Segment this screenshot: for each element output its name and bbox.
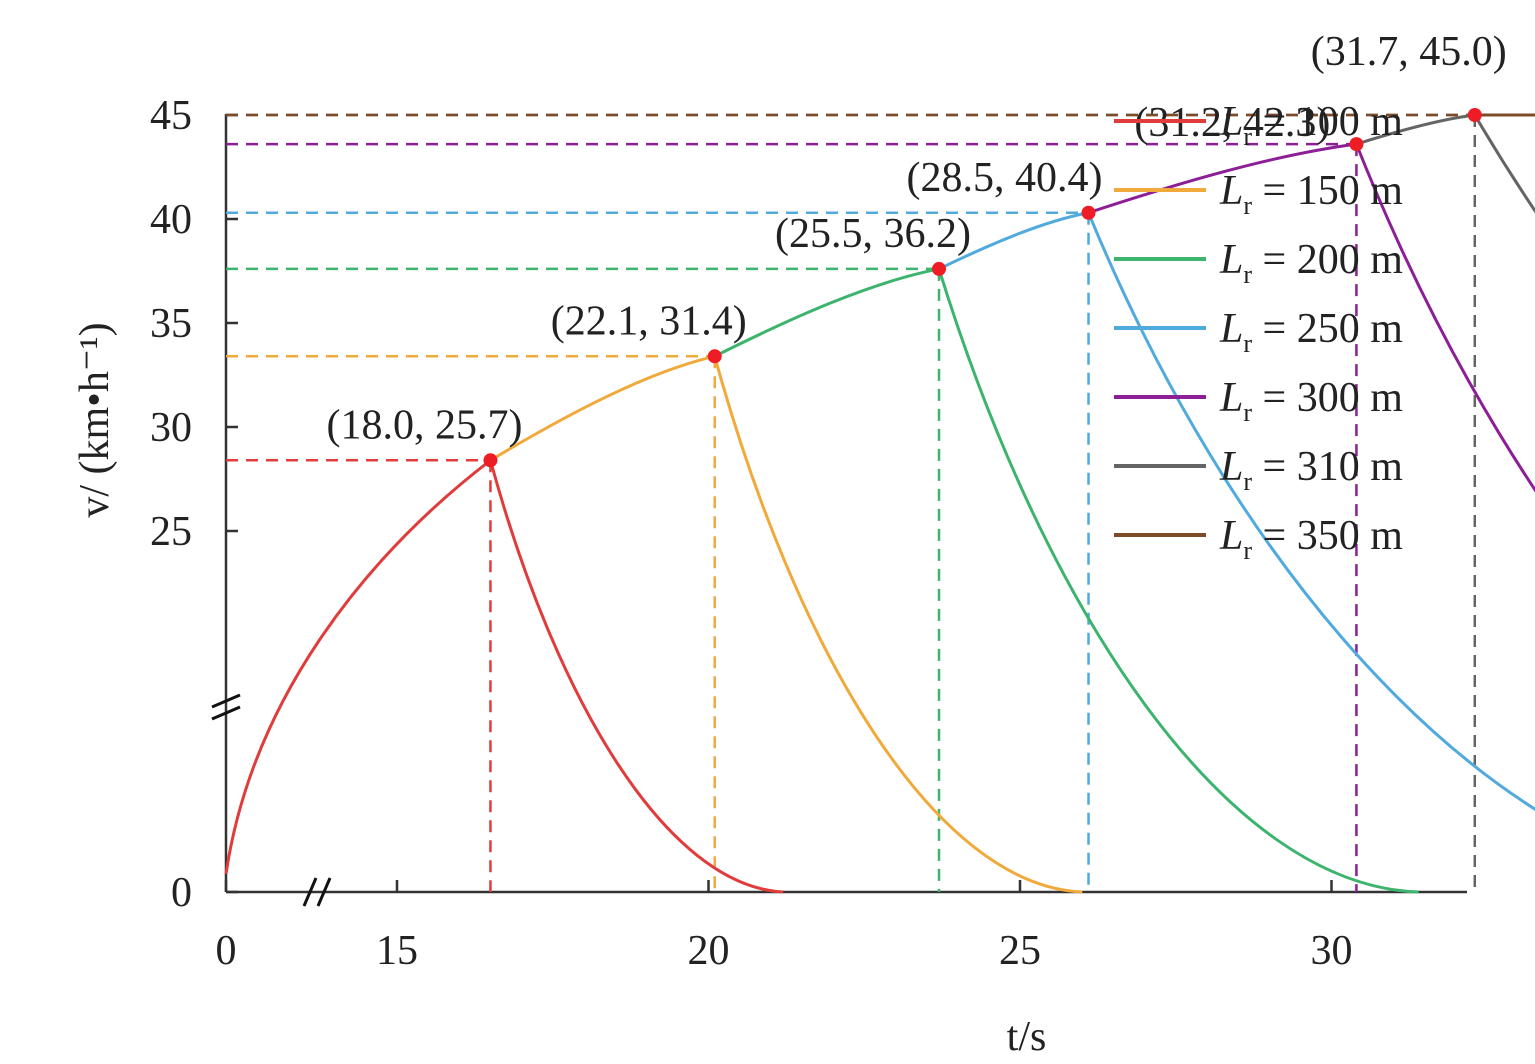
x-tick-label: 25	[999, 928, 1041, 974]
y-tick-label: 35	[150, 301, 192, 347]
y-axis-break	[211, 705, 241, 721]
accel-segment	[714, 267, 940, 358]
annotations: (18.0, 25.7) (22.1, 31.4) (25.5, 36.2) (28.…	[326, 29, 1507, 448]
legend-label: Lr = 150 m	[1219, 168, 1403, 220]
peak-markers	[483, 108, 1482, 468]
legend-value: = 310 m	[1252, 444, 1403, 490]
peak-marker	[1467, 108, 1482, 122]
y-tick-label: 25	[150, 509, 192, 555]
y-tick-label: 45	[150, 93, 192, 139]
legend-symbol: L	[1219, 237, 1243, 283]
peak-marker	[483, 453, 498, 468]
legend-value: = 350 m	[1252, 513, 1403, 559]
y-tick-label: 30	[150, 405, 192, 451]
peak-annotation: (31.2, 42.3)	[1134, 100, 1330, 146]
decel-curve	[713, 355, 1083, 894]
peak-annotation: (28.5, 40.4)	[907, 155, 1103, 201]
guide-lines	[226, 113, 1535, 892]
legend-value: = 250 m	[1252, 306, 1403, 352]
curves	[224, 113, 1535, 894]
x-axis-title: t/s	[1007, 1014, 1047, 1060]
x-axis-break	[302, 877, 318, 907]
legend-value: = 200 m	[1252, 237, 1403, 283]
legend: Lr = 100 mLr = 150 mLr = 200 mLr = 250 m…	[1114, 99, 1403, 565]
decel-curve	[489, 459, 784, 894]
peak-marker	[1349, 137, 1364, 152]
legend-label: Lr = 200 m	[1219, 237, 1403, 289]
legend-symbol: L	[1219, 513, 1243, 559]
accel-segment	[938, 211, 1089, 271]
legend-subscript: r	[1243, 122, 1252, 151]
legend-label: Lr = 300 m	[1219, 375, 1403, 427]
legend-label: Lr = 350 m	[1219, 513, 1403, 565]
legend-value: = 100 m	[1252, 99, 1403, 145]
legend-value: = 150 m	[1252, 168, 1403, 214]
legend-subscript: r	[1243, 467, 1252, 496]
legend-subscript: r	[1243, 536, 1252, 565]
decel-curve	[937, 268, 1419, 894]
accel-segment	[489, 354, 716, 462]
y-axis-break	[211, 693, 241, 709]
legend-symbol: L	[1219, 375, 1243, 421]
peak-annotation: (18.0, 25.7)	[326, 402, 522, 448]
legend-subscript: r	[1243, 398, 1252, 427]
accel-segment	[224, 459, 492, 875]
decel-curve	[1087, 212, 1535, 811]
legend-subscript: r	[1243, 260, 1252, 289]
peak-annotation: (31.7, 45.0)	[1311, 29, 1507, 75]
peak-annotation: (22.1, 31.4)	[551, 298, 747, 344]
legend-symbol: L	[1219, 168, 1243, 214]
y-axis-title: v/ (km•h⁻¹)	[72, 322, 118, 517]
legend-label: Lr = 100 m	[1219, 99, 1403, 151]
x-tick-label: 20	[688, 928, 730, 974]
decel-curve	[1473, 114, 1535, 214]
legend-label: Lr = 250 m	[1219, 306, 1403, 358]
peak-marker	[707, 349, 722, 364]
peak-annotation: (25.5, 36.2)	[775, 211, 971, 257]
legend-symbol: L	[1219, 444, 1243, 490]
legend-symbol: L	[1219, 306, 1243, 352]
accel-segment	[1088, 142, 1357, 215]
y-tick-label: 0	[171, 870, 192, 916]
legend-symbol: L	[1219, 99, 1243, 145]
x-tick-label: 30	[1311, 928, 1353, 974]
x-tick-label: 0	[216, 928, 237, 974]
y-tick-label: 40	[150, 197, 192, 243]
x-tick-label: 15	[376, 928, 418, 974]
peak-marker	[1081, 205, 1096, 220]
decel-curve	[1355, 143, 1535, 493]
legend-value: = 300 m	[1252, 375, 1403, 421]
legend-subscript: r	[1243, 191, 1252, 220]
accel-segment	[1355, 113, 1475, 146]
legend-label: Lr = 310 m	[1219, 444, 1403, 496]
axes: 015202530354045505502530354045	[150, 93, 1467, 974]
peak-marker	[932, 261, 947, 276]
legend-subscript: r	[1243, 329, 1252, 358]
x-axis-break	[316, 877, 332, 907]
